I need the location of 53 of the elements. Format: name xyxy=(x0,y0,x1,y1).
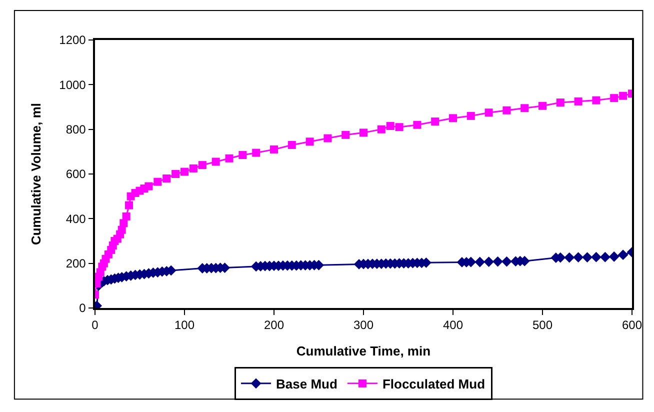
x-tick-label: 200 xyxy=(264,318,284,332)
point xyxy=(466,112,475,120)
y-tick-label: 1000 xyxy=(59,78,86,92)
point xyxy=(449,114,457,122)
point xyxy=(189,164,198,172)
y-tick-label: 1200 xyxy=(59,33,86,48)
point xyxy=(502,106,511,114)
point xyxy=(360,128,368,137)
point xyxy=(238,151,247,160)
y-axis-title: Cumulative Volume, ml xyxy=(28,102,44,246)
point xyxy=(172,170,180,178)
point xyxy=(270,145,278,154)
x-tick-label: 500 xyxy=(532,318,553,332)
y-tick-label: 200 xyxy=(66,256,86,271)
point xyxy=(225,154,234,162)
point xyxy=(162,174,171,182)
y-tick-label: 0 xyxy=(79,301,86,316)
point xyxy=(306,138,314,146)
y-tick-label: 800 xyxy=(66,122,86,137)
point xyxy=(556,98,564,107)
x-tick-label: 400 xyxy=(442,318,464,332)
point xyxy=(180,168,188,176)
legend-label: Flocculated Mud xyxy=(382,376,486,392)
x-tick-label: 0 xyxy=(92,318,99,332)
point xyxy=(413,120,422,129)
point xyxy=(252,148,260,157)
point xyxy=(125,201,134,210)
point xyxy=(610,94,618,102)
point xyxy=(324,134,332,142)
point xyxy=(144,182,153,190)
point xyxy=(154,178,162,186)
point xyxy=(212,158,220,166)
point xyxy=(538,102,546,110)
point xyxy=(592,96,600,104)
x-tick-label: 100 xyxy=(174,318,195,332)
point xyxy=(395,123,404,132)
x-tick-label: 300 xyxy=(353,318,374,332)
point xyxy=(122,212,130,220)
y-tick-label: 400 xyxy=(66,212,86,226)
point xyxy=(619,92,628,100)
y-tick-label: 600 xyxy=(66,167,86,182)
point xyxy=(574,97,582,106)
point xyxy=(520,104,529,112)
legend-label: Base Mud xyxy=(276,376,338,392)
point xyxy=(342,130,350,139)
x-tick-label: 600 xyxy=(622,318,642,332)
x-axis-title: Cumulative Time, min xyxy=(296,343,431,358)
point xyxy=(431,118,440,126)
point xyxy=(377,125,386,134)
point xyxy=(288,140,296,149)
point xyxy=(198,161,206,170)
point xyxy=(484,108,493,117)
point xyxy=(386,122,394,130)
